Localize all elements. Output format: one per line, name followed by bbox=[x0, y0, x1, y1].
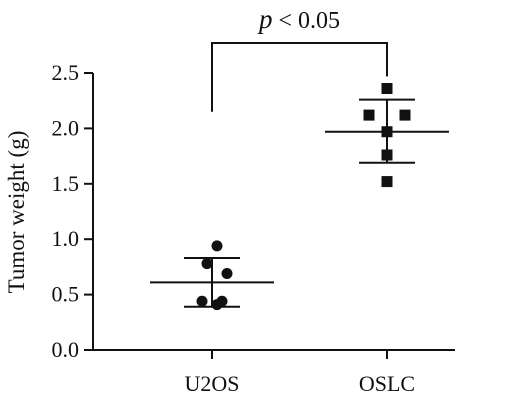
p-symbol: p bbox=[257, 4, 273, 34]
significance-annotation: p < 0.05 bbox=[211, 4, 388, 112]
group-oslc bbox=[325, 83, 449, 188]
data-point bbox=[363, 109, 375, 121]
data-groups bbox=[150, 83, 449, 311]
y-tick-label: 0.0 bbox=[52, 337, 80, 362]
x-tick-label: OSLC bbox=[359, 371, 415, 396]
y-tick-label: 1.5 bbox=[52, 171, 80, 196]
data-point bbox=[381, 126, 393, 138]
group-u2os bbox=[150, 240, 274, 311]
data-point bbox=[399, 109, 411, 121]
data-point bbox=[381, 83, 393, 95]
data-point bbox=[196, 295, 208, 307]
y-tick-label: 2.5 bbox=[52, 60, 80, 85]
y-tick-label: 2.0 bbox=[52, 115, 80, 140]
data-point bbox=[381, 149, 393, 161]
data-point bbox=[211, 240, 223, 252]
x-tick-label: U2OS bbox=[184, 371, 239, 396]
data-point bbox=[221, 268, 233, 280]
y-tick-label: 1.0 bbox=[52, 226, 80, 251]
significance-bracket bbox=[211, 42, 388, 112]
y-axis: 0.0 0.5 1.0 1.5 2.0 2.5 bbox=[52, 60, 94, 362]
p-threshold: < 0.05 bbox=[272, 8, 340, 34]
data-point bbox=[201, 258, 213, 270]
x-axis: U2OS OSLC bbox=[92, 349, 455, 396]
p-value-label: p < 0.05 bbox=[257, 4, 340, 34]
data-point bbox=[211, 299, 223, 311]
y-tick-label: 0.5 bbox=[52, 282, 80, 307]
data-point bbox=[381, 176, 393, 188]
y-axis-title: Tumor weight (g) bbox=[4, 131, 29, 294]
